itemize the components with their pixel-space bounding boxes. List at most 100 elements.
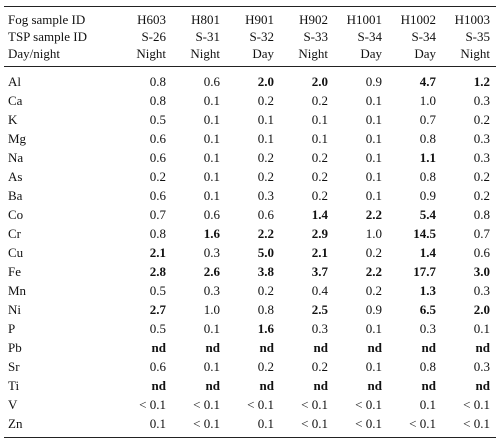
value-cell: 0.1 bbox=[203, 131, 220, 146]
value-cell: 0.8 bbox=[419, 131, 436, 146]
value-cell: 1.0 bbox=[203, 302, 220, 317]
value-cell: 0.2 bbox=[473, 112, 490, 127]
element-label: Sr bbox=[8, 359, 20, 374]
value-cell: 0.9 bbox=[365, 74, 382, 89]
day-night-label: Day/night bbox=[8, 46, 60, 61]
table-row: V < 0.1 < 0.1 < 0.1 < 0.1 < 0.1 0.1 < 0.1 bbox=[4, 395, 496, 414]
value-cell: 0.1 bbox=[365, 321, 382, 336]
table-row: Ba 0.6 0.1 0.3 0.2 0.1 0.9 0.2 bbox=[4, 186, 496, 205]
value-cell: 0.7 bbox=[473, 226, 490, 241]
value-cell: 0.6 bbox=[203, 207, 220, 222]
element-label: As bbox=[8, 169, 23, 184]
table-row: Ca 0.8 0.1 0.2 0.2 0.1 1.0 0.3 bbox=[4, 91, 496, 110]
value-cell: 2.5 bbox=[311, 302, 328, 317]
value-cell: 0.1 bbox=[365, 359, 382, 374]
value-cell: 5.0 bbox=[257, 245, 274, 260]
value-cell: 2.8 bbox=[149, 264, 166, 279]
value-cell: 0.7 bbox=[149, 207, 166, 222]
value-cell: nd bbox=[367, 340, 382, 355]
value-cell: 2.2 bbox=[365, 264, 382, 279]
table-row: Co 0.7 0.6 0.6 1.4 2.2 5.4 0.8 bbox=[4, 205, 496, 224]
value-cell: 1.3 bbox=[419, 283, 436, 298]
header-row-tsp-id: TSP sample ID S-26 S-31 S-32 S-33 S-34 S… bbox=[4, 28, 496, 45]
element-label: K bbox=[8, 112, 18, 127]
value-cell: nd bbox=[367, 378, 382, 393]
value-cell: 0.2 bbox=[149, 169, 166, 184]
value-cell: 0.3 bbox=[473, 93, 490, 108]
value-cell: 2.1 bbox=[149, 245, 166, 260]
table-row: K 0.5 0.1 0.1 0.1 0.1 0.7 0.2 bbox=[4, 110, 496, 129]
value-cell: 0.5 bbox=[149, 321, 166, 336]
value-cell: < 0.1 bbox=[355, 397, 382, 412]
value-cell: < 0.1 bbox=[139, 397, 166, 412]
element-label: Fe bbox=[8, 264, 21, 279]
value-cell: 0.6 bbox=[473, 245, 490, 260]
value-cell: 2.2 bbox=[365, 207, 382, 222]
value-cell: nd bbox=[475, 378, 490, 393]
value-cell: nd bbox=[205, 378, 220, 393]
value-cell: 0.3 bbox=[203, 283, 220, 298]
fog-id-cell: H1003 bbox=[454, 12, 490, 27]
tsp-id-cell: S-31 bbox=[195, 29, 220, 44]
day-night-cell: Night bbox=[190, 46, 220, 61]
enrichment-table: Fog sample ID H603 H801 H901 H902 H1001 … bbox=[4, 6, 496, 438]
value-cell: < 0.1 bbox=[463, 397, 490, 412]
value-cell: 0.8 bbox=[149, 226, 166, 241]
value-cell: 0.3 bbox=[311, 321, 328, 336]
element-label: Mn bbox=[8, 283, 27, 298]
value-cell: 1.6 bbox=[257, 321, 274, 336]
value-cell: 0.1 bbox=[365, 188, 382, 203]
value-cell: 1.1 bbox=[419, 150, 436, 165]
value-cell: < 0.1 bbox=[193, 397, 220, 412]
value-cell: 0.2 bbox=[365, 283, 382, 298]
value-cell: 1.6 bbox=[203, 226, 220, 241]
table-body: Al 0.8 0.6 2.0 2.0 0.9 4.7 1.2 Ca 0.8 0.1 0.2 0.2 0.1… bbox=[4, 67, 496, 438]
element-label: Cu bbox=[8, 245, 24, 260]
value-cell: 0.3 bbox=[203, 245, 220, 260]
day-night-cell: Day bbox=[360, 46, 382, 61]
value-cell: nd bbox=[313, 378, 328, 393]
value-cell: 1.2 bbox=[473, 74, 490, 89]
table-row: Cr 0.8 1.6 2.2 2.9 1.0 14.5 0.7 bbox=[4, 224, 496, 243]
value-cell: 0.5 bbox=[149, 283, 166, 298]
value-cell: 1.0 bbox=[365, 226, 382, 241]
value-cell: 0.2 bbox=[257, 283, 274, 298]
table-row: Mn 0.5 0.3 0.2 0.4 0.2 1.3 0.3 bbox=[4, 281, 496, 300]
header-row-fog-id: Fog sample ID H603 H801 H901 H902 H1001 … bbox=[4, 7, 496, 29]
fog-id-cell: H1002 bbox=[400, 12, 436, 27]
value-cell: 0.8 bbox=[149, 74, 166, 89]
value-cell: nd bbox=[259, 378, 274, 393]
tsp-id-cell: S-32 bbox=[249, 29, 274, 44]
fog-sample-id-label: Fog sample ID bbox=[8, 12, 86, 27]
table-row: Sr 0.6 0.1 0.2 0.2 0.1 0.8 0.3 bbox=[4, 357, 496, 376]
table-row: Fe 2.8 2.6 3.8 3.7 2.2 17.7 3.0 bbox=[4, 262, 496, 281]
value-cell: 0.1 bbox=[365, 93, 382, 108]
table-header: Fog sample ID H603 H801 H901 H902 H1001 … bbox=[4, 6, 496, 67]
value-cell: 0.3 bbox=[473, 131, 490, 146]
header-row-day-night: Day/night Night Night Day Night Day Day … bbox=[4, 45, 496, 67]
value-cell: 2.1 bbox=[311, 245, 328, 260]
value-cell: 0.1 bbox=[419, 397, 436, 412]
fog-id-cell: H1001 bbox=[346, 12, 382, 27]
value-cell: nd bbox=[475, 340, 490, 355]
value-cell: 0.2 bbox=[311, 188, 328, 203]
element-label: Cr bbox=[8, 226, 21, 241]
element-label: Co bbox=[8, 207, 24, 222]
value-cell: nd bbox=[421, 378, 436, 393]
table-row: P 0.5 0.1 1.6 0.3 0.1 0.3 0.1 bbox=[4, 319, 496, 338]
value-cell: 1.4 bbox=[419, 245, 436, 260]
value-cell: 0.2 bbox=[473, 188, 490, 203]
value-cell: 0.1 bbox=[203, 93, 220, 108]
table-row: Cu 2.1 0.3 5.0 2.1 0.2 1.4 0.6 bbox=[4, 243, 496, 262]
value-cell: 0.8 bbox=[419, 359, 436, 374]
value-cell: 0.8 bbox=[149, 93, 166, 108]
tsp-id-cell: S-33 bbox=[303, 29, 328, 44]
value-cell: 0.3 bbox=[473, 283, 490, 298]
value-cell: 3.0 bbox=[473, 264, 490, 279]
fog-id-cell: H901 bbox=[245, 12, 274, 27]
value-cell: 2.2 bbox=[257, 226, 274, 241]
value-cell: 0.2 bbox=[257, 93, 274, 108]
value-cell: 0.2 bbox=[257, 150, 274, 165]
value-cell: 0.2 bbox=[311, 169, 328, 184]
value-cell: 0.2 bbox=[311, 93, 328, 108]
